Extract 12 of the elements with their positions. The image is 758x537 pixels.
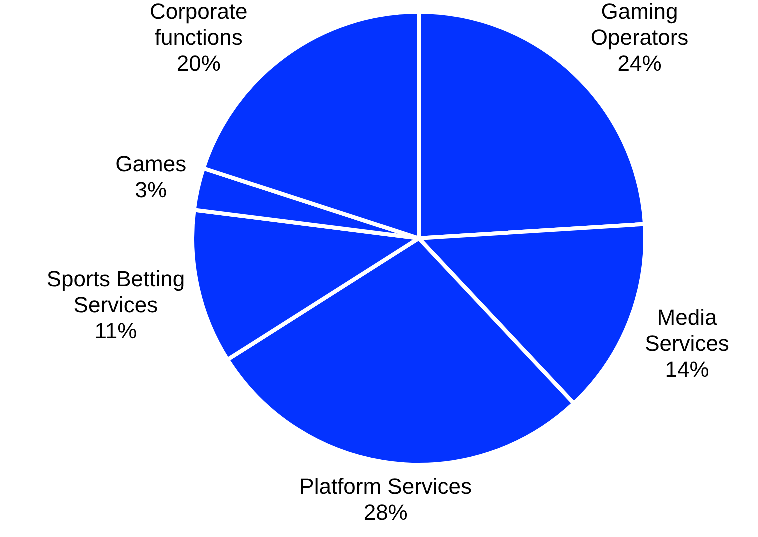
data-label: 14% <box>665 356 710 382</box>
slice-label: Games <box>116 152 187 177</box>
data-label: 3% <box>135 178 168 203</box>
data-label: 28% <box>364 500 408 525</box>
slice-label: Media Services <box>645 304 730 356</box>
data-label: 11% <box>94 318 138 344</box>
slice-label: Gaming Operators <box>590 0 689 50</box>
slice-label: Platform Services <box>300 474 472 499</box>
slice-label: Sports Betting Services <box>46 266 186 318</box>
slice-label: Corporate functions <box>150 0 248 50</box>
data-label: 24% <box>618 51 662 76</box>
data-label: 20% <box>176 51 221 76</box>
